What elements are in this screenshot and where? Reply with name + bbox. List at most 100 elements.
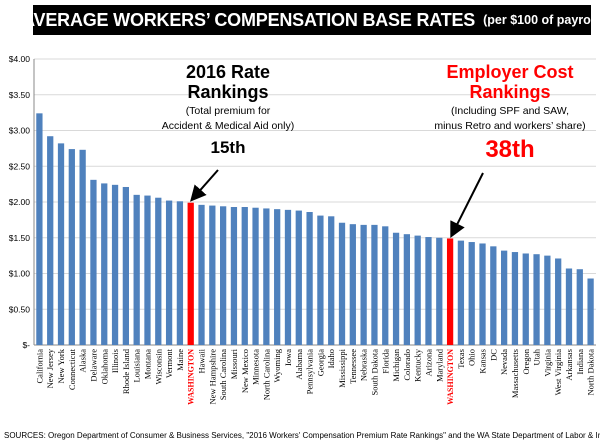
x-tick-label: Louisiana [132,349,142,383]
employer-cost-note-line1: (Including SPF and SAW, [450,105,570,117]
bar [295,210,302,345]
bar [555,258,562,345]
x-tick-label: New Hampshire [207,349,217,405]
x-tick-label: Arkansas [564,349,574,381]
x-tick-label: Minnesota [251,349,261,385]
employer-cost-callout: Employer Cost Rankings (Including SPF an… [420,62,600,164]
x-tick-label: WASHINGTON [187,349,196,405]
bar [284,209,292,345]
rate-rankings-note-line2: Accident & Medical Aid only) [161,120,295,132]
rate-ranking-arrow [190,169,219,202]
bar [90,179,97,345]
x-tick-label: Vermont [164,348,174,378]
bar [165,200,173,345]
bar [490,246,497,345]
bar [587,278,594,345]
x-tick-label: Mississippi [337,348,347,387]
x-tick-label: Pennsylvania [305,349,315,395]
bar [533,254,540,345]
x-tick-label: Oklahoma [99,349,109,385]
x-tick-label: Missouri [229,348,239,379]
x-tick-label: Kansas [478,349,488,374]
x-tick-label: Alabama [294,349,304,380]
bar [403,234,410,345]
x-tick-label: Iowa [283,349,293,366]
bar [57,143,65,345]
x-tick-label: California [34,349,44,384]
x-tick-label: Wyoming [272,348,282,382]
x-tick-label: Hawaii [197,348,207,373]
x-tick-label: Maryland [434,348,444,382]
chart-title: AVERAGE WORKERS’ COMPENSATION BASE RATES [22,9,476,30]
source-note: SOURCES: Oregon Department of Consumer &… [4,431,600,440]
bar [360,224,367,345]
x-tick-label: Nebraska [359,349,369,381]
bar [349,224,356,345]
x-tick-label: South Carolina [218,349,228,400]
x-tick-label: Tennessee [348,349,358,384]
x-tick-label: New York [56,348,66,383]
bar [576,269,583,345]
x-tick-label: Ohio [467,349,477,366]
y-tick-label: $3.00 [9,126,31,136]
x-tick-label: Georgia [315,349,325,376]
rate-rankings-note-line1: (Total premium for [185,105,271,117]
rate-rankings-rank: 15th [210,138,246,157]
bar [468,242,475,345]
chart-subtitle: (per $100 of payroll) [483,13,600,27]
x-tick-label: Connecticut [67,348,77,390]
bar [457,240,465,345]
x-tick-label: Rhode Island [121,348,131,394]
bar [155,197,162,345]
employer-cost-arrow [450,172,484,239]
x-tick-label: Virginia [542,349,552,377]
x-tick-label: New Mexico [240,349,250,393]
bar [241,207,248,345]
x-tick-label: Nevada [499,349,509,375]
bar [47,136,54,345]
bar [446,238,454,345]
x-tick-label: West Virginia [553,349,563,396]
bar [511,252,519,345]
bar [392,232,400,345]
rate-rankings-callout: 2016 Rate Rankings (Total premium for Ac… [148,62,308,158]
bar [479,243,486,345]
bar [317,215,324,345]
bar [220,206,227,345]
x-tick-label: North Dakota [586,349,596,396]
bar [176,201,184,345]
bar [263,208,270,345]
bar [144,195,151,345]
x-tick-label: Alaska [78,349,88,373]
rate-rankings-heading-line1: 2016 Rate [185,62,271,82]
bar [79,149,86,345]
x-tick-label: Arizona [423,349,433,377]
bar [565,268,573,345]
x-tick-label: Oregon [521,348,531,374]
bar [501,250,508,345]
bar [133,194,140,345]
y-tick-label: $1.50 [9,233,31,243]
employer-cost-heading-line2: Rankings [469,82,551,102]
x-tick-label: Montana [142,349,152,379]
bar [122,186,129,345]
bar [338,222,346,345]
bar [68,149,75,345]
x-tick-label: Wisconsin [153,348,163,384]
x-tick-label: WASHINGTON [446,349,455,405]
bar [382,226,389,345]
bar [209,205,216,345]
x-tick-label: Texas [456,349,466,369]
x-tick-label: North Carolina [261,349,271,400]
bar [544,255,551,345]
x-tick-label: Kentucky [413,348,423,382]
x-tick-label: Michigan [391,348,401,381]
x-tick-label: Utah [532,348,542,365]
bar [522,253,529,345]
bar [274,209,281,345]
bar [36,113,43,345]
x-tick-label: Maine [175,349,185,371]
x-tick-label: New Jersey [45,348,55,388]
bar [187,202,194,345]
